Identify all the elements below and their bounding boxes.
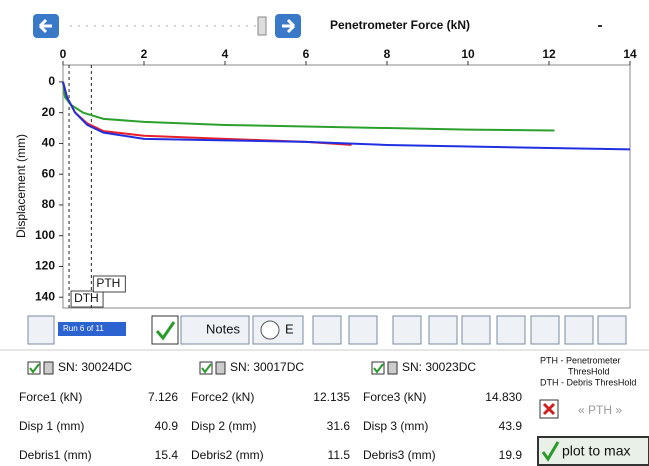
panel-icon xyxy=(215,361,226,375)
panel-icon xyxy=(387,361,398,375)
field-value: 31.6 xyxy=(327,419,351,433)
y-tick-label: 140 xyxy=(35,289,55,303)
undo-button[interactable] xyxy=(461,315,491,345)
y-tick-label: 0 xyxy=(48,74,55,88)
pth-note: PTH - Penetrometer xyxy=(540,355,621,365)
y-axis-label: Displacement (mm) xyxy=(14,134,28,238)
field-label: Force3 (kN) xyxy=(363,390,426,404)
field-label: Disp 3 (mm) xyxy=(363,419,428,433)
y-tick-label: 20 xyxy=(42,105,56,119)
dth-note: DTH - Debris ThresHold xyxy=(540,377,636,387)
y-tick-label: 60 xyxy=(42,166,56,180)
threshold-box xyxy=(92,275,126,293)
check-icon xyxy=(541,441,560,462)
tool-button[interactable] xyxy=(348,315,378,345)
serial-number: SN: 30024DC xyxy=(58,360,132,374)
check-icon xyxy=(155,321,176,341)
tool-button[interactable] xyxy=(564,315,594,345)
field-value: 11.5 xyxy=(328,448,351,462)
field-value: 19.9 xyxy=(499,448,523,462)
field-value: 43.9 xyxy=(499,419,523,433)
x-tick-label: 12 xyxy=(542,47,556,61)
y-tick-label: 80 xyxy=(42,197,56,211)
e-icon xyxy=(260,320,280,340)
panel-check-icon xyxy=(373,363,384,374)
fit-button[interactable] xyxy=(428,315,458,345)
tool-button[interactable] xyxy=(312,315,342,345)
serial-number: SN: 30017DC xyxy=(230,360,304,374)
threshold-box xyxy=(70,290,104,308)
notes-button[interactable] xyxy=(180,315,250,345)
y-tick-label: 120 xyxy=(35,259,55,273)
field-label: Force2 (kN) xyxy=(191,390,254,404)
plot-area xyxy=(62,64,631,309)
notes-label: Notes xyxy=(206,321,240,336)
x-tick-label: 6 xyxy=(303,47,310,61)
field-value: 7.126 xyxy=(148,390,178,404)
data-line xyxy=(62,81,631,151)
pth-button[interactable]: « PTH » xyxy=(578,403,622,417)
field-label: Debris3 (mm) xyxy=(363,448,436,462)
y-tick-label: 40 xyxy=(42,136,56,150)
chart-title[interactable]: Penetrometer Force (kN) xyxy=(330,18,470,32)
panel-check-icon xyxy=(29,363,40,374)
field-value: 14.830 xyxy=(485,390,522,404)
pth-note-2: ThresHold xyxy=(568,366,610,376)
y-tick-label: 100 xyxy=(35,228,55,242)
field-label: Force1 (kN) xyxy=(19,390,82,404)
x-tick-label: 14 xyxy=(623,47,637,61)
check-button[interactable] xyxy=(151,315,179,345)
field-label: Debris1 (mm) xyxy=(19,448,92,462)
e-label: E xyxy=(285,321,294,336)
slider-thumb[interactable] xyxy=(257,16,267,36)
panel-check xyxy=(371,361,385,375)
next-icon xyxy=(282,18,296,34)
panels: SN: 30024DC Force1 (kN) 7.126 Disp 1 (mm) 40… xyxy=(19,360,522,462)
x-tick-label: 4 xyxy=(222,47,229,61)
field-value: 12.135 xyxy=(313,390,350,404)
tool-button[interactable] xyxy=(530,315,560,345)
threshold-label: PTH xyxy=(96,276,120,290)
back-button[interactable] xyxy=(27,315,55,345)
tool-button[interactable] xyxy=(597,315,627,345)
x-icon xyxy=(542,402,556,416)
x-tick-label: 0 xyxy=(60,47,67,61)
field-label: Debris2 (mm) xyxy=(191,448,264,462)
tool-button[interactable] xyxy=(496,315,526,345)
field-label: Disp 2 (mm) xyxy=(191,419,256,433)
x-tick-label: 10 xyxy=(461,47,475,61)
run-label: Run 6 of 11 xyxy=(63,324,104,333)
x-tick-label: 8 xyxy=(384,47,391,61)
zoom-button[interactable] xyxy=(392,315,422,345)
x-tick-label: 2 xyxy=(141,47,148,61)
plot-max-label: plot to max xyxy=(562,443,630,459)
prev-icon xyxy=(38,18,52,34)
run-select[interactable] xyxy=(58,322,126,336)
panel-icon xyxy=(43,361,54,375)
panel-check-icon xyxy=(201,363,212,374)
field-value: 15.4 xyxy=(155,448,179,462)
serial-number: SN: 30023DC xyxy=(402,360,476,374)
field-label: Disp 1 (mm) xyxy=(19,419,84,433)
field-value: 40.9 xyxy=(155,419,179,433)
threshold-label: DTH xyxy=(74,291,99,305)
